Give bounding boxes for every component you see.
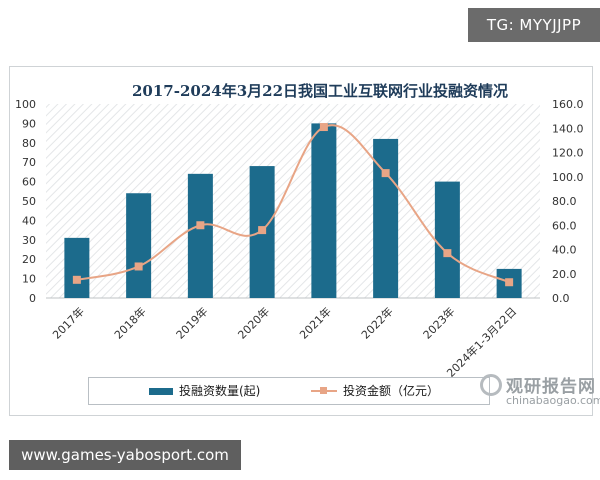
y-right-tick-label: 160.0 <box>552 98 584 111</box>
y-right-tick-label: 80.0 <box>552 195 577 208</box>
brand-logo: 观研报告网 chinabaogao.com <box>478 370 600 410</box>
y-right-tick-label: 100.0 <box>552 171 584 184</box>
line-point <box>381 169 390 178</box>
bar <box>64 237 90 298</box>
y-left-tick-label: 100 <box>15 98 36 111</box>
y-right-tick-label: 40.0 <box>552 244 577 257</box>
y-left-tick-label: 90 <box>22 117 36 130</box>
y-left-tick-label: 50 <box>22 195 36 208</box>
x-tick-label: 2022年 <box>358 304 395 341</box>
y-right-tick-label: 140.0 <box>552 122 584 135</box>
legend-label-bar: 投融资数量(起) <box>179 384 261 398</box>
legend-line-marker <box>320 387 327 394</box>
y-left-tick-label: 40 <box>22 214 36 227</box>
x-tick-label: 2017年 <box>50 304 87 341</box>
line-point <box>196 221 205 230</box>
logo-text-cn: 观研报告网 <box>506 377 596 397</box>
watermark-top: TG: MYYJJPP <box>468 8 600 42</box>
line-point <box>505 278 514 287</box>
bar <box>434 181 460 298</box>
y-left-tick-label: 10 <box>22 273 36 286</box>
y-left-tick-label: 0 <box>29 292 36 305</box>
y-left-tick-label: 80 <box>22 137 36 150</box>
bar <box>311 123 337 299</box>
y-right-tick-label: 20.0 <box>552 268 577 281</box>
logo-circle-icon <box>480 374 502 396</box>
y-left-tick-label: 20 <box>22 253 36 266</box>
line-point <box>258 226 267 235</box>
line-point <box>134 262 143 271</box>
y-right-tick-label: 60.0 <box>552 219 577 232</box>
y-left-tick-label: 30 <box>22 234 36 247</box>
x-tick-label: 2023年 <box>420 304 457 341</box>
bar <box>187 173 213 298</box>
watermark-bottom: www.games-yabosport.com <box>9 440 241 470</box>
y-left-tick-label: 70 <box>22 156 36 169</box>
x-tick-label: 2020年 <box>235 304 272 341</box>
line-point <box>319 123 328 132</box>
bar <box>373 138 399 298</box>
x-tick-label: 2021年 <box>297 304 334 341</box>
line-point <box>72 275 81 284</box>
chart-title: 2017-2024年3月22日我国工业互联网行业投融资情况 <box>131 82 509 100</box>
y-right-tick-label: 120.0 <box>552 147 584 160</box>
plot-area <box>46 104 540 298</box>
bar <box>126 193 152 298</box>
y-right-tick-label: 0.0 <box>552 292 570 305</box>
y-left-tick-label: 60 <box>22 176 36 189</box>
line-point <box>443 249 452 258</box>
x-tick-label: 2019年 <box>173 304 210 341</box>
line-series <box>76 124 510 284</box>
x-tick-label: 2018年 <box>111 304 148 341</box>
chart-legend: 投融资数量(起) 投资金额（亿元） <box>88 377 490 405</box>
legend-label-line: 投资金额（亿元） <box>343 384 440 398</box>
logo-text-en: chinabaogao.com <box>506 394 600 407</box>
legend-bar-swatch <box>149 388 173 395</box>
